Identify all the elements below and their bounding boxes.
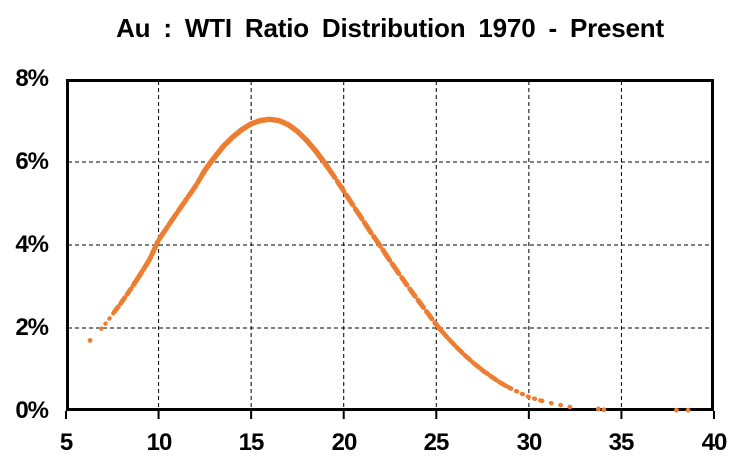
curve-segment xyxy=(539,398,574,410)
x-tick-label-40: 40 xyxy=(701,429,728,456)
curve-segment xyxy=(111,280,137,315)
chart-title: Au : WTI Ratio Distribution 1970 - Prese… xyxy=(116,13,664,43)
y-tick-label-0: 0% xyxy=(15,397,49,424)
x-tick-label-20: 20 xyxy=(331,429,358,456)
x-tick-label-10: 10 xyxy=(146,429,173,456)
curve-segment xyxy=(325,165,397,269)
y-tick-label-4: 4% xyxy=(15,231,49,258)
curve-segment xyxy=(508,386,544,403)
curve-segment xyxy=(439,328,513,391)
x-tick-label-35: 35 xyxy=(608,429,635,456)
curve-dot xyxy=(87,338,93,343)
curve-dot xyxy=(601,407,607,413)
curve-segment xyxy=(132,171,206,286)
x-tick-label-5: 5 xyxy=(59,429,73,456)
curve-segment xyxy=(391,263,445,334)
curve-dot xyxy=(595,406,601,412)
x-tick-label-25: 25 xyxy=(423,429,450,456)
y-tick-label-2: 2% xyxy=(15,314,49,341)
y-tick-label-8: 8% xyxy=(15,65,49,92)
curve-dot xyxy=(685,407,691,413)
curve-segment xyxy=(200,116,331,177)
x-tick-label-30: 30 xyxy=(516,429,543,456)
curve-dot xyxy=(674,407,679,413)
plot-border xyxy=(66,79,714,411)
curve-segment xyxy=(99,310,117,331)
x-tick-label-15: 15 xyxy=(238,429,265,456)
y-tick-label-6: 6% xyxy=(15,148,49,175)
